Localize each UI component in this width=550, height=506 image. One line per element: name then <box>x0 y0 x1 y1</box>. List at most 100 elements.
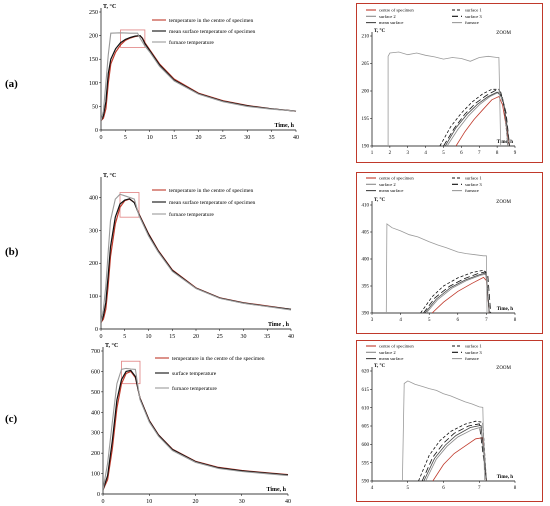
x-tick-label: 10 <box>147 135 153 141</box>
x-tick-label: 40 <box>293 135 299 141</box>
y-tick-label: 150 <box>89 57 98 63</box>
y-axis-label: T, °C <box>374 198 385 203</box>
zoom-annotation: ZOOM <box>496 200 511 205</box>
x-axis-label: Time, h <box>497 140 514 145</box>
legend-label-s3: surface 3 <box>465 14 482 19</box>
legend-label-s1: surface 1 <box>465 176 482 181</box>
y-tick-label: 100 <box>89 294 98 300</box>
x-tick-label: 9 <box>514 151 517 156</box>
row-label-a: (a) <box>5 78 18 90</box>
legend-label-mean: mean surface <box>379 188 403 193</box>
chart-svg-b-zoom: 3 4 5 6 7 8 390 395 400 405 410 T, °C Time, h ZOOM cen… <box>362 176 517 323</box>
zoom-region-box <box>120 29 146 48</box>
series-line-furnace <box>387 51 502 146</box>
y-axis-label: T, °C <box>105 342 118 349</box>
x-tick-label: 7 <box>478 151 481 156</box>
legend-label-s1: surface 1 <box>465 8 482 13</box>
zoom-frame-b <box>356 172 543 334</box>
zoom-frame-c <box>356 340 543 502</box>
x-tick-label: 6 <box>457 318 460 323</box>
x-tick-label: 7 <box>485 318 488 323</box>
x-tick-label: 40 <box>288 334 294 340</box>
y-tick-label: 200 <box>91 451 100 457</box>
x-tick-label: 0 <box>100 135 103 141</box>
x-tick-label: 30 <box>239 499 245 505</box>
legend-label-s2: surface 2 <box>379 182 396 187</box>
x-tick-label: 8 <box>514 318 517 323</box>
x-tick-label: 5 <box>428 318 431 323</box>
y-tick-label: 300 <box>91 431 100 437</box>
y-tick-label: 500 <box>91 390 100 396</box>
x-tick-label: 4 <box>371 486 374 491</box>
x-tick-label: 4 <box>399 318 402 323</box>
y-tick-label: 200 <box>362 90 370 95</box>
series-line-s2 <box>425 426 487 481</box>
series-line-centre <box>432 437 487 481</box>
x-tick-label: 4 <box>424 151 427 156</box>
y-tick-label: 50 <box>92 104 98 110</box>
zoom-annotation: ZOOM <box>496 366 511 371</box>
x-tick-label: 5 <box>442 151 445 156</box>
chart-a-main: 0 5 10 15 20 25 30 35 40 0 50 100 150 200 250 T, °C Time… <box>0 0 310 172</box>
legend-label-surface: surface temperature <box>172 370 217 377</box>
row-label-c: (c) <box>5 413 18 425</box>
y-tick-label: 250 <box>89 10 98 16</box>
y-tick-label: 620 <box>362 370 370 375</box>
y-tick-label: 210 <box>362 35 370 40</box>
series-line-centre <box>455 95 510 146</box>
x-tick-label: 15 <box>169 334 175 340</box>
legend-label-surface: mean surface temperature of specimen <box>169 199 256 206</box>
series-line-s3 <box>423 271 492 313</box>
legend-label-furnace: furnace temperature <box>172 385 217 392</box>
legend-label-s3: surface 3 <box>465 350 482 355</box>
legend-label-centre: temperature in the centre of specimen <box>169 17 254 24</box>
x-tick-label: 40 <box>285 499 291 505</box>
chart-c-main: 0 10 20 30 40 0 100 200 300 400 500 600 700 T, °C Time… <box>91 342 291 505</box>
x-tick-label: 30 <box>244 135 250 141</box>
series-line-s1 <box>439 88 509 146</box>
y-tick-label: 0 <box>95 128 98 134</box>
zoom-annotation: ZOOM <box>496 31 511 36</box>
x-tick-label: 35 <box>264 334 270 340</box>
legend-label-surface: mean surface temperature of specimen <box>169 28 256 35</box>
x-tick-label: 6 <box>442 486 445 491</box>
x-tick-label: 20 <box>193 499 199 505</box>
x-tick-label: 2 <box>389 151 392 156</box>
y-tick-label: 615 <box>362 388 370 393</box>
y-tick-label: 600 <box>91 369 100 375</box>
legend-label-s3: surface 3 <box>465 182 482 187</box>
x-axis-label: Time , h <box>268 322 290 328</box>
x-tick-label: 3 <box>407 151 410 156</box>
y-tick-label: 100 <box>91 472 100 478</box>
x-tick-label: 8 <box>496 151 499 156</box>
legend-label-s2: surface 2 <box>379 350 396 355</box>
legend-label-furnace: furnace <box>465 356 479 361</box>
x-axis-label: Time, h <box>266 487 286 493</box>
chart-b-zoom: 3 4 5 6 7 8 390 395 400 405 410 T, °C Time, h ZOOM cen… <box>362 176 517 323</box>
legend-label-furnace: furnace <box>465 20 479 25</box>
x-axis-label: Time, h <box>497 307 514 312</box>
y-tick-label: 410 <box>362 204 370 209</box>
series-line-mean <box>444 91 510 146</box>
chart-b-main: 0 5 10 15 20 25 30 35 40 0 100 200 300 400 T, °C Time ,… <box>0 0 310 340</box>
y-tick-label: 190 <box>362 145 370 150</box>
y-axis-label: T, °C <box>374 364 385 369</box>
y-tick-label: 395 <box>362 285 370 290</box>
y-tick-label: 100 <box>89 81 98 87</box>
y-tick-label: 400 <box>362 258 370 263</box>
legend-label-centre: temperature in the centre of specimen <box>169 187 254 194</box>
x-tick-label: 35 <box>269 135 275 141</box>
series-line-s1 <box>420 269 490 313</box>
series-line-furnace <box>385 223 488 313</box>
legend-label-furnace: furnace temperature <box>169 211 214 218</box>
x-tick-label: 8 <box>514 486 517 491</box>
series-line-furnace <box>101 32 297 121</box>
y-tick-label: 200 <box>89 261 98 267</box>
y-tick-label: 0 <box>97 492 100 498</box>
x-tick-label: 3 <box>371 318 374 323</box>
x-axis-label: Time, h <box>497 475 514 480</box>
y-tick-label: 600 <box>362 443 370 448</box>
